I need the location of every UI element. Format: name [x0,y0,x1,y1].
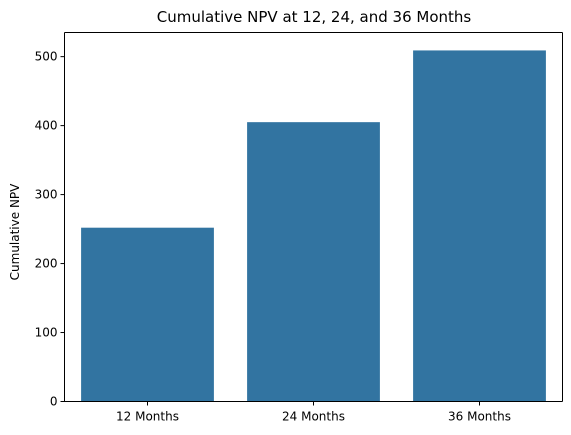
y-tick-label: 400 [35,119,58,133]
x-axis: 12 Months 24 Months 36 Months [116,401,511,424]
chart-title: Cumulative NPV at 12, 24, and 36 Months [157,8,472,26]
bar-12-months [81,227,214,402]
x-tick-label: 36 Months [448,410,511,424]
y-tick-label: 500 [35,50,58,64]
y-axis-label: Cumulative NPV [8,183,22,281]
bar-24-months [247,122,380,402]
y-tick-label: 200 [35,257,58,271]
y-tick-label: 100 [35,326,58,340]
bars [81,50,546,402]
bar-36-months [413,50,546,402]
y-axis: 0 100 200 300 400 500 [35,50,65,409]
y-tick-label: 300 [35,188,58,202]
plot-frame [64,32,563,402]
y-tick-label: 0 [50,395,58,409]
x-tick-label: 24 Months [282,410,345,424]
x-tick-label: 12 Months [116,410,179,424]
